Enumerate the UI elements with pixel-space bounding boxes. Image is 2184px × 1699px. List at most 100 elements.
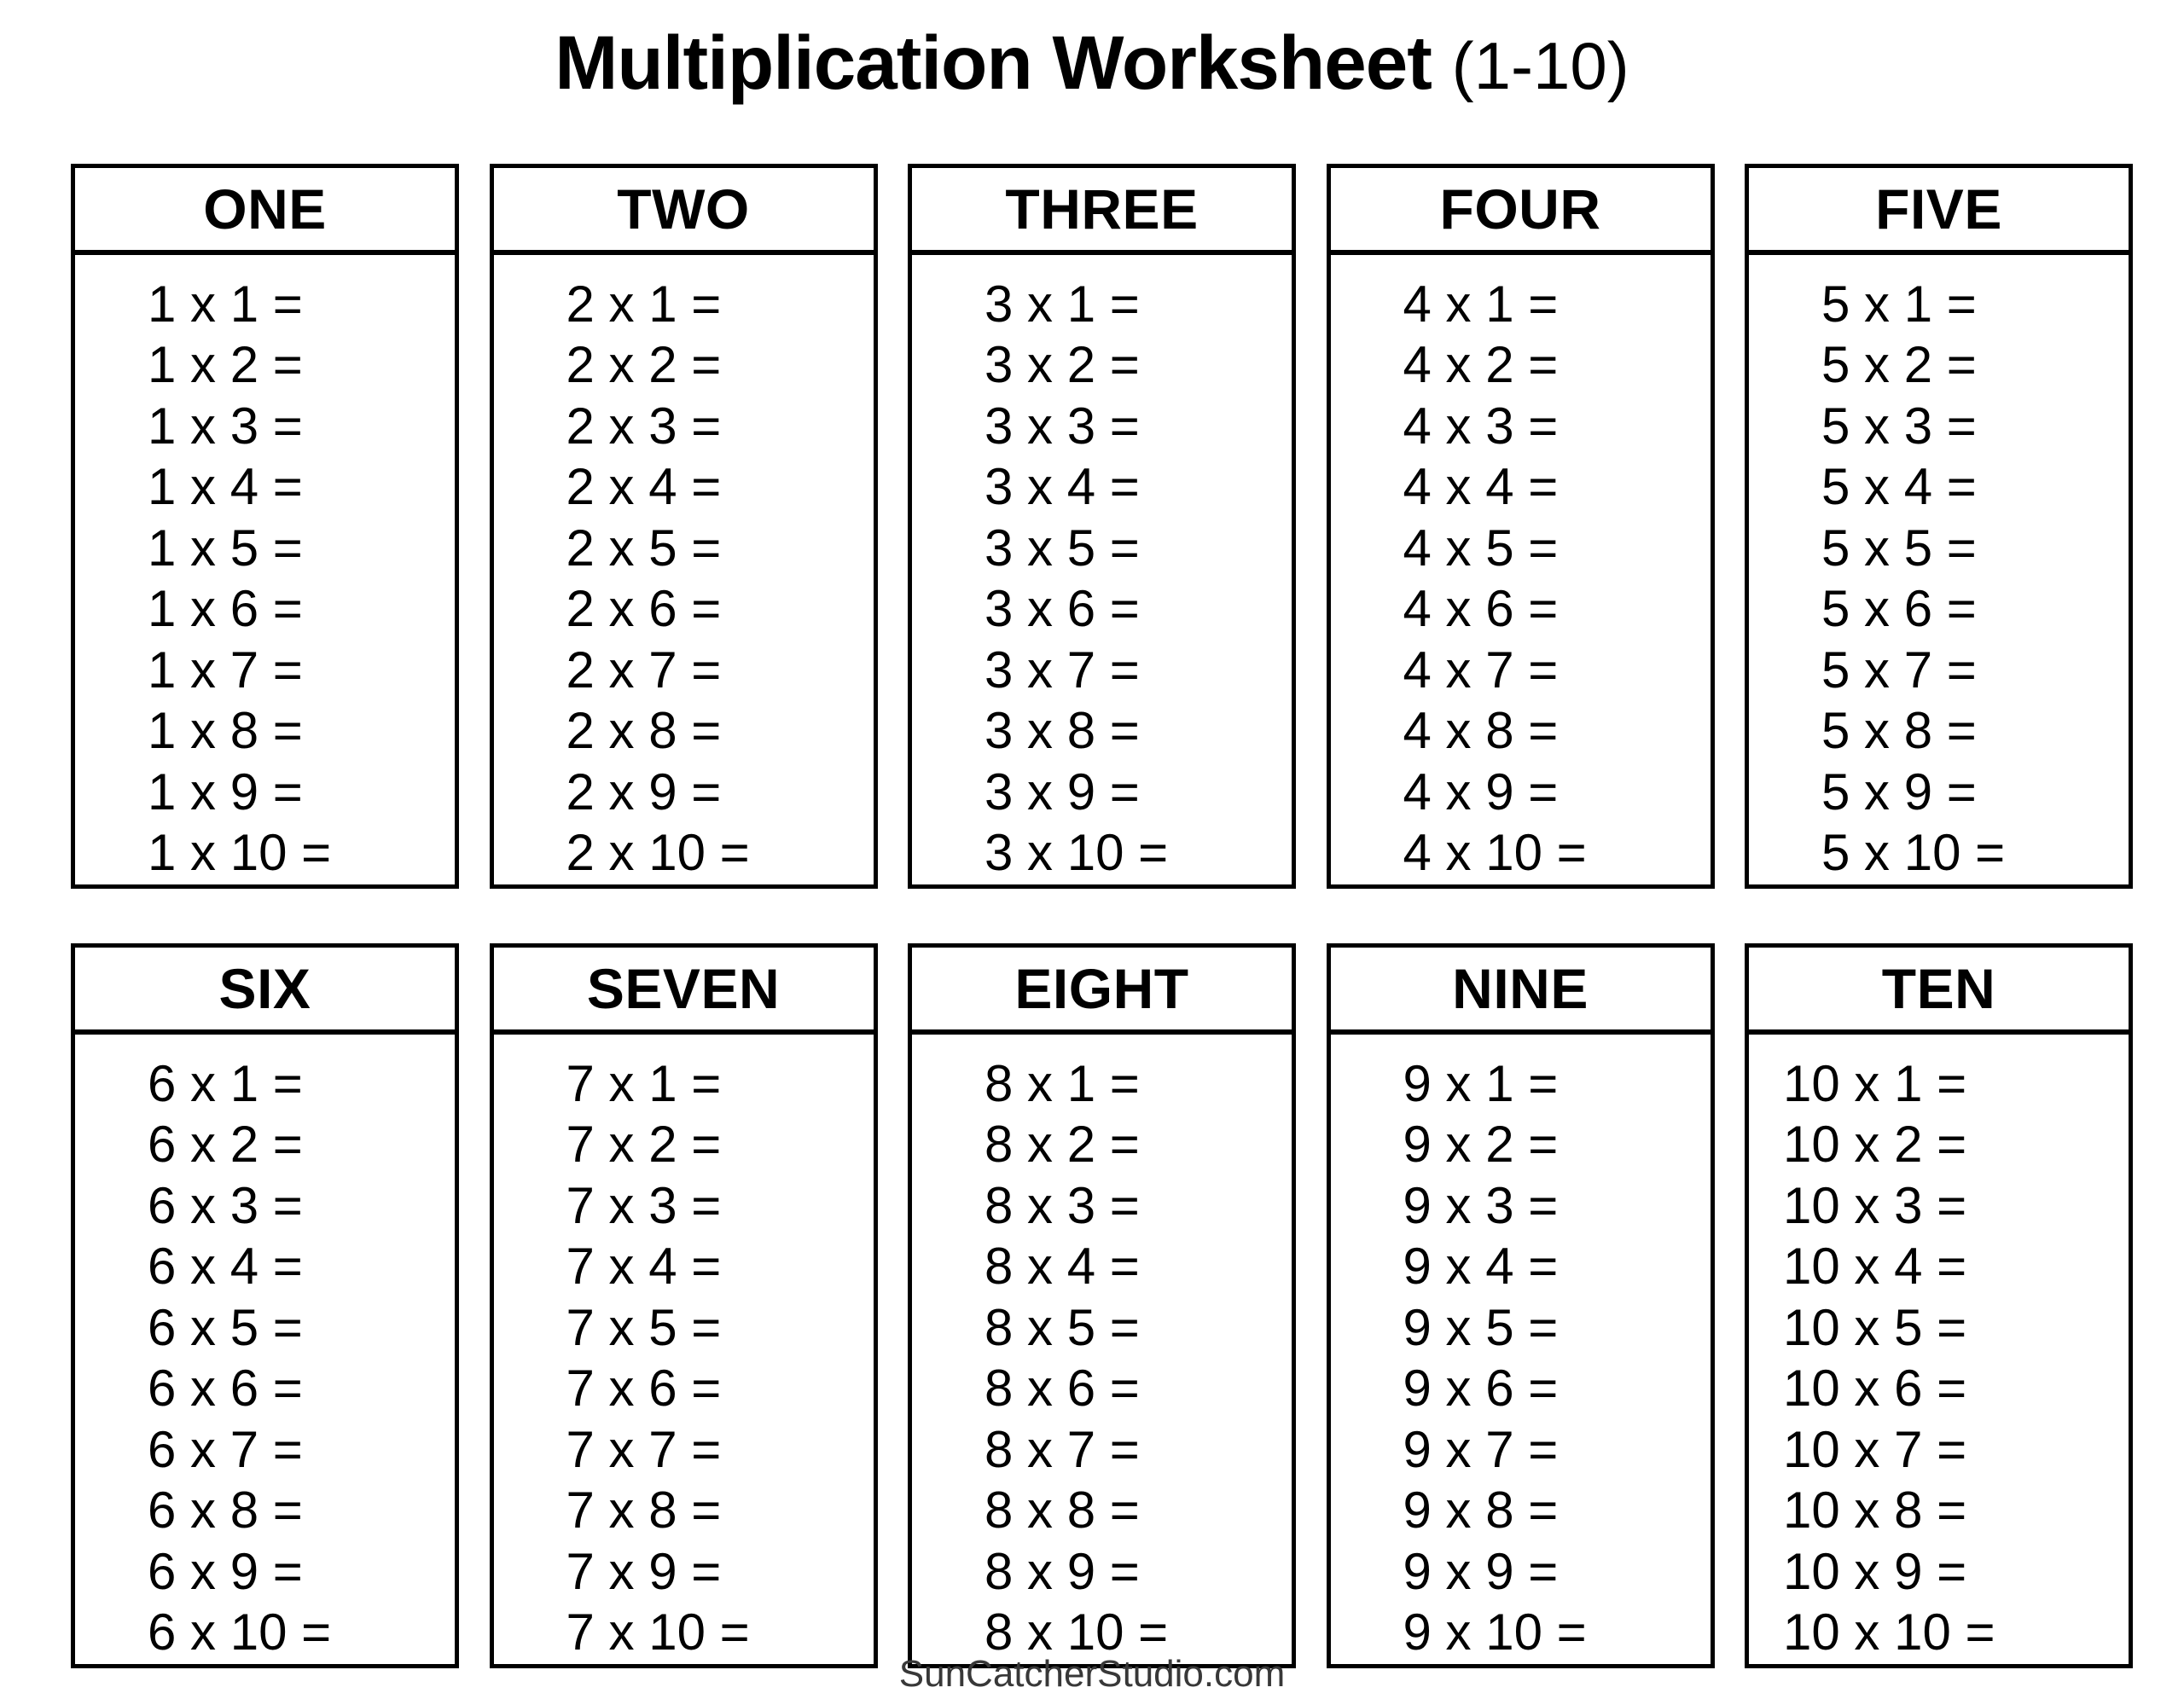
equation-row: 3 x 4 = — [985, 458, 1140, 516]
equation-row: 6 x 8 = — [148, 1482, 303, 1540]
equation-row: 9 x 2 = — [1403, 1116, 1559, 1174]
equation-row: 5 x 2 = — [1821, 336, 1977, 394]
equation-row: 10 x 6 = — [1783, 1360, 1967, 1418]
times-table-rows: 8 x 1 = 8 x 2 = 8 x 3 = 8 x 4 = 8 x 5 = 8 x 6… — [912, 1035, 1292, 1664]
equation-row: 8 x 2 = — [985, 1116, 1140, 1174]
page-title-range: (1-10) — [1451, 28, 1629, 103]
equation-row: 1 x 9 = — [148, 763, 303, 821]
equation-row: 7 x 7 = — [566, 1420, 722, 1478]
times-table: ONE 1 x 1 = 1 x 2 = 1 x 3 = 1 x 4 = 1 x 5 = 1… — [71, 163, 459, 889]
equation-row: 1 x 1 = — [148, 275, 303, 333]
equation-row: 1 x 10 = — [148, 824, 332, 882]
times-table-header: TEN — [1749, 948, 2129, 1035]
equation-row: 3 x 9 = — [985, 763, 1140, 821]
equation-row: 10 x 3 = — [1783, 1176, 1967, 1234]
tables-grid-row-1: ONE 1 x 1 = 1 x 2 = 1 x 3 = 1 x 4 = 1 x 5 = 1… — [71, 163, 2133, 889]
times-table-header: THREE — [912, 168, 1292, 255]
equation-row: 7 x 10 = — [566, 1603, 750, 1661]
equation-row: 1 x 2 = — [148, 336, 303, 394]
equation-row: 10 x 9 = — [1783, 1542, 1967, 1600]
equation-row: 7 x 5 = — [566, 1298, 722, 1356]
equation-row: 2 x 10 = — [566, 824, 750, 882]
times-table: TWO 2 x 1 = 2 x 2 = 2 x 3 = 2 x 4 = 2 x 5 = 2… — [489, 163, 878, 889]
equation-row: 8 x 3 = — [985, 1176, 1140, 1234]
equation-row: 6 x 4 = — [148, 1238, 303, 1296]
equation-row: 10 x 1 = — [1783, 1054, 1967, 1112]
equation-row: 7 x 9 = — [566, 1542, 722, 1600]
equation-row: 10 x 10 = — [1783, 1603, 1995, 1661]
equation-row: 1 x 7 = — [148, 641, 303, 699]
page-title: Multiplication Worksheet (1-10) — [0, 12, 2184, 113]
equation-row: 5 x 9 = — [1821, 763, 1977, 821]
times-table: TEN 10 x 1 = 10 x 2 = 10 x 3 = 10 x 4 = 10 x… — [1745, 942, 2133, 1668]
times-table: SIX 6 x 1 = 6 x 2 = 6 x 3 = 6 x 4 = 6 x 5 = 6… — [71, 942, 459, 1668]
equation-row: 6 x 9 = — [148, 1542, 303, 1600]
equation-row: 7 x 6 = — [566, 1360, 722, 1418]
equation-row: 1 x 6 = — [148, 580, 303, 638]
equation-row: 4 x 5 = — [1403, 519, 1559, 577]
equation-row: 2 x 2 = — [566, 336, 722, 394]
equation-row: 5 x 10 = — [1821, 824, 2006, 882]
equation-row: 6 x 5 = — [148, 1298, 303, 1356]
times-table-rows: 6 x 1 = 6 x 2 = 6 x 3 = 6 x 4 = 6 x 5 = 6 x 6… — [75, 1035, 455, 1664]
equation-row: 9 x 6 = — [1403, 1360, 1559, 1418]
equation-row: 6 x 6 = — [148, 1360, 303, 1418]
equation-row: 10 x 7 = — [1783, 1420, 1967, 1478]
equation-row: 9 x 10 = — [1403, 1603, 1587, 1661]
equation-row: 5 x 5 = — [1821, 519, 1977, 577]
page-title-main: Multiplication Worksheet — [555, 20, 1432, 105]
equation-row: 9 x 1 = — [1403, 1054, 1559, 1112]
equation-row: 8 x 5 = — [985, 1298, 1140, 1356]
times-table: FIVE 5 x 1 = 5 x 2 = 5 x 3 = 5 x 4 = 5 x 5 =… — [1745, 163, 2133, 889]
times-table-rows: 7 x 1 = 7 x 2 = 7 x 3 = 7 x 4 = 7 x 5 = 7 x 6… — [494, 1035, 874, 1664]
equation-row: 2 x 4 = — [566, 458, 722, 516]
equation-row: 2 x 8 = — [566, 702, 722, 760]
equation-row: 8 x 7 = — [985, 1420, 1140, 1478]
equation-row: 6 x 10 = — [148, 1603, 332, 1661]
equation-row: 3 x 3 = — [985, 397, 1140, 455]
times-table-header: SIX — [75, 948, 455, 1035]
times-table-header: ONE — [75, 168, 455, 255]
equation-row: 3 x 6 = — [985, 580, 1140, 638]
equation-row: 9 x 9 = — [1403, 1542, 1559, 1600]
equation-row: 2 x 6 = — [566, 580, 722, 638]
equation-row: 9 x 8 = — [1403, 1482, 1559, 1540]
equation-row: 1 x 8 = — [148, 702, 303, 760]
equation-row: 4 x 7 = — [1403, 641, 1559, 699]
equation-row: 8 x 8 = — [985, 1482, 1140, 1540]
equation-row: 4 x 3 = — [1403, 397, 1559, 455]
times-table-header: TWO — [493, 168, 874, 255]
times-table-rows: 5 x 1 = 5 x 2 = 5 x 3 = 5 x 4 = 5 x 5 = 5 x 6… — [1749, 255, 2129, 884]
times-table-rows: 1 x 1 = 1 x 2 = 1 x 3 = 1 x 4 = 1 x 5 = 1 x 6… — [75, 255, 455, 884]
equation-row: 9 x 5 = — [1403, 1298, 1559, 1356]
times-table-rows: 3 x 1 = 3 x 2 = 3 x 3 = 3 x 4 = 3 x 5 = 3 x 6… — [912, 255, 1292, 884]
equation-row: 4 x 9 = — [1403, 763, 1559, 821]
equation-row: 4 x 4 = — [1403, 458, 1559, 516]
equation-row: 10 x 8 = — [1783, 1482, 1967, 1540]
equation-row: 6 x 3 = — [148, 1176, 303, 1234]
times-table: FOUR 4 x 1 = 4 x 2 = 4 x 3 = 4 x 4 = 4 x 5 =… — [1326, 163, 1715, 889]
equation-row: 4 x 6 = — [1403, 580, 1559, 638]
equation-row: 4 x 1 = — [1403, 275, 1559, 333]
equation-row: 7 x 3 = — [566, 1176, 722, 1234]
equation-row: 9 x 4 = — [1403, 1238, 1559, 1296]
equation-row: 7 x 1 = — [566, 1054, 722, 1112]
times-table-header: FIVE — [1749, 168, 2129, 255]
equation-row: 1 x 4 = — [148, 458, 303, 516]
equation-row: 3 x 2 = — [985, 336, 1140, 394]
times-table-rows: 2 x 1 = 2 x 2 = 2 x 3 = 2 x 4 = 2 x 5 = 2 x 6… — [494, 255, 874, 884]
times-table-header: FOUR — [1330, 168, 1711, 255]
times-table: NINE 9 x 1 = 9 x 2 = 9 x 3 = 9 x 4 = 9 x 5 =… — [1326, 942, 1715, 1668]
equation-row: 8 x 9 = — [985, 1542, 1140, 1600]
equation-row: 8 x 4 = — [985, 1238, 1140, 1296]
equation-row: 9 x 3 = — [1403, 1176, 1559, 1234]
times-table-header: SEVEN — [493, 948, 874, 1035]
tables-grid-row-2: SIX 6 x 1 = 6 x 2 = 6 x 3 = 6 x 4 = 6 x 5 = 6… — [71, 942, 2133, 1668]
equation-row: 7 x 2 = — [566, 1116, 722, 1174]
equation-row: 10 x 4 = — [1783, 1238, 1967, 1296]
equation-row: 10 x 2 = — [1783, 1116, 1967, 1174]
equation-row: 3 x 7 = — [985, 641, 1140, 699]
equation-row: 8 x 6 = — [985, 1360, 1140, 1418]
equation-row: 5 x 6 = — [1821, 580, 1977, 638]
times-table-header: EIGHT — [912, 948, 1292, 1035]
